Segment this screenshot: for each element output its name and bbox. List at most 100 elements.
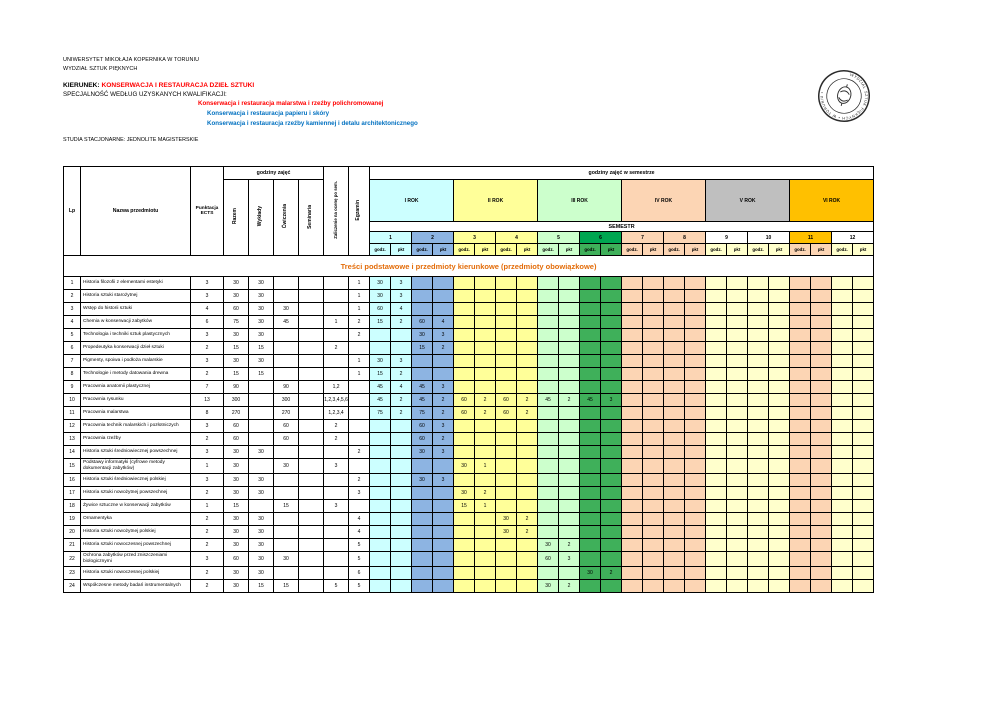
wyklady-cell: 30 — [248, 511, 274, 526]
specialization-list: Konserwacja i restauracja malarstwa i rz… — [63, 99, 763, 128]
ects-cell: 1 — [190, 498, 224, 513]
semester-number: 4 — [495, 231, 539, 244]
sem6-pkt-cell — [600, 367, 623, 381]
sem10-godz-cell — [747, 537, 770, 552]
sem9-godz-cell — [705, 578, 728, 593]
zaliczenie-cell — [323, 524, 350, 539]
sem9-godz-cell — [705, 328, 728, 342]
sem10-pkt-cell — [768, 354, 791, 368]
sem5-godz-cell — [537, 367, 560, 381]
sem3-pkt-cell: 2 — [474, 406, 497, 420]
seminaria-cell — [297, 498, 325, 513]
egzamin-cell: 3 — [348, 485, 371, 500]
sem6-godz-cell — [579, 341, 602, 355]
sem1-godz-cell — [369, 472, 392, 487]
sem3-godz-cell: 60 — [453, 406, 476, 420]
sem11-godz-cell — [789, 524, 812, 539]
lp-cell: 9 — [63, 380, 81, 394]
sem6-godz-cell — [579, 406, 602, 420]
sem11-godz-cell — [789, 419, 812, 433]
sem8-pkt-cell — [684, 445, 707, 459]
sem12-godz-cell — [831, 472, 854, 487]
sem8-godz-cell — [663, 472, 686, 487]
sem7-pkt-cell — [642, 498, 665, 513]
sem3-godz-cell — [453, 328, 476, 342]
sem5-pkt-cell — [558, 511, 581, 526]
zaliczenie-cell — [323, 302, 350, 316]
sem4-godz-cell — [495, 432, 518, 446]
sem7-godz-cell — [621, 485, 644, 500]
razem-cell: 60 — [223, 419, 249, 433]
sem7-godz-cell — [621, 550, 644, 567]
section-title-row: Treści podstawowe i przedmioty kierunkow… — [62, 255, 875, 277]
sem3-pkt-cell — [474, 302, 497, 316]
sem7-pkt-cell — [642, 550, 665, 567]
cwiczenia-cell — [273, 341, 299, 355]
egzamin-cell: 5 — [348, 578, 371, 593]
wyklady-cell: 30 — [248, 289, 274, 303]
sem7-pkt-cell — [642, 341, 665, 355]
sem12-godz-cell — [831, 498, 854, 513]
zaliczenie-cell — [323, 328, 350, 342]
sem8-pkt-cell — [684, 367, 707, 381]
course-row: 5 Technologia i techniki sztuk plastyczny… — [63, 328, 875, 342]
lp-cell: 1 — [63, 276, 81, 290]
sem7-pkt-cell — [642, 289, 665, 303]
col-header-egzamin-label: Egzamin — [355, 199, 362, 221]
sem1-pkt-cell — [390, 524, 413, 539]
razem-cell: 90 — [223, 380, 249, 394]
sem5-pkt-cell — [558, 445, 581, 459]
sem10-pkt-cell — [768, 406, 791, 420]
sem1-godz-cell: 30 — [369, 289, 392, 303]
course-row: 24 Współczesne metody badań instrumentaln… — [63, 578, 875, 593]
sem4-pkt-cell — [516, 458, 539, 474]
course-name-cell: Pracownia rysunku — [80, 393, 191, 407]
ects-cell: 2 — [190, 537, 224, 552]
sem6-godz-cell — [579, 289, 602, 303]
sem1-pkt-cell: 3 — [390, 289, 413, 303]
sem8-pkt-cell — [684, 302, 707, 316]
godz-subheader: godz. — [369, 243, 392, 256]
sem8-pkt-cell — [684, 432, 707, 446]
sem11-godz-cell — [789, 354, 812, 368]
sem2-pkt-cell: 3 — [432, 380, 455, 394]
sem4-godz-cell: 30 — [495, 524, 518, 539]
sem8-godz-cell — [663, 578, 686, 593]
ects-cell: 3 — [190, 276, 224, 290]
sem11-godz-cell — [789, 537, 812, 552]
year-header: I ROK — [369, 179, 455, 222]
sem12-pkt-cell — [852, 341, 875, 355]
razem-cell: 60 — [223, 432, 249, 446]
cwiczenia-cell — [273, 565, 299, 580]
year-header: II ROK — [453, 179, 539, 222]
sem5-godz-cell: 30 — [537, 578, 560, 593]
razem-cell: 30 — [223, 524, 249, 539]
sem7-godz-cell — [621, 328, 644, 342]
zaliczenie-cell: 2 — [323, 432, 350, 446]
sem8-godz-cell — [663, 419, 686, 433]
egzamin-cell: 4 — [348, 524, 371, 539]
course-row: 22 Ochrona zabytków przed zniszczeniami b… — [63, 550, 875, 567]
sem4-pkt-cell — [516, 354, 539, 368]
sem3-pkt-cell — [474, 354, 497, 368]
col-header-wyklady: Wykłady — [248, 179, 274, 256]
sem7-pkt-cell — [642, 367, 665, 381]
sem10-godz-cell — [747, 511, 770, 526]
ects-cell: 6 — [190, 315, 224, 329]
sem7-godz-cell — [621, 367, 644, 381]
sem12-godz-cell — [831, 537, 854, 552]
sem9-godz-cell — [705, 406, 728, 420]
sem5-pkt-cell — [558, 432, 581, 446]
wyklady-cell: 30 — [248, 524, 274, 539]
sem8-pkt-cell — [684, 537, 707, 552]
sem6-godz-cell — [579, 367, 602, 381]
course-row: 17 Historia sztuki nowożytnej powszechnej… — [63, 485, 875, 500]
lp-cell: 11 — [63, 406, 81, 420]
sem3-godz-cell — [453, 367, 476, 381]
sem8-pkt-cell — [684, 328, 707, 342]
sem2-godz-cell: 15 — [411, 341, 434, 355]
faculty-name: WYDZIAŁ SZTUK PIĘKNYCH — [63, 65, 138, 72]
sem1-godz-cell: 30 — [369, 276, 392, 290]
course-row: 6 Propedeutyka konserwacji dzieł sztuki 2 1… — [63, 341, 875, 355]
sem9-godz-cell — [705, 511, 728, 526]
